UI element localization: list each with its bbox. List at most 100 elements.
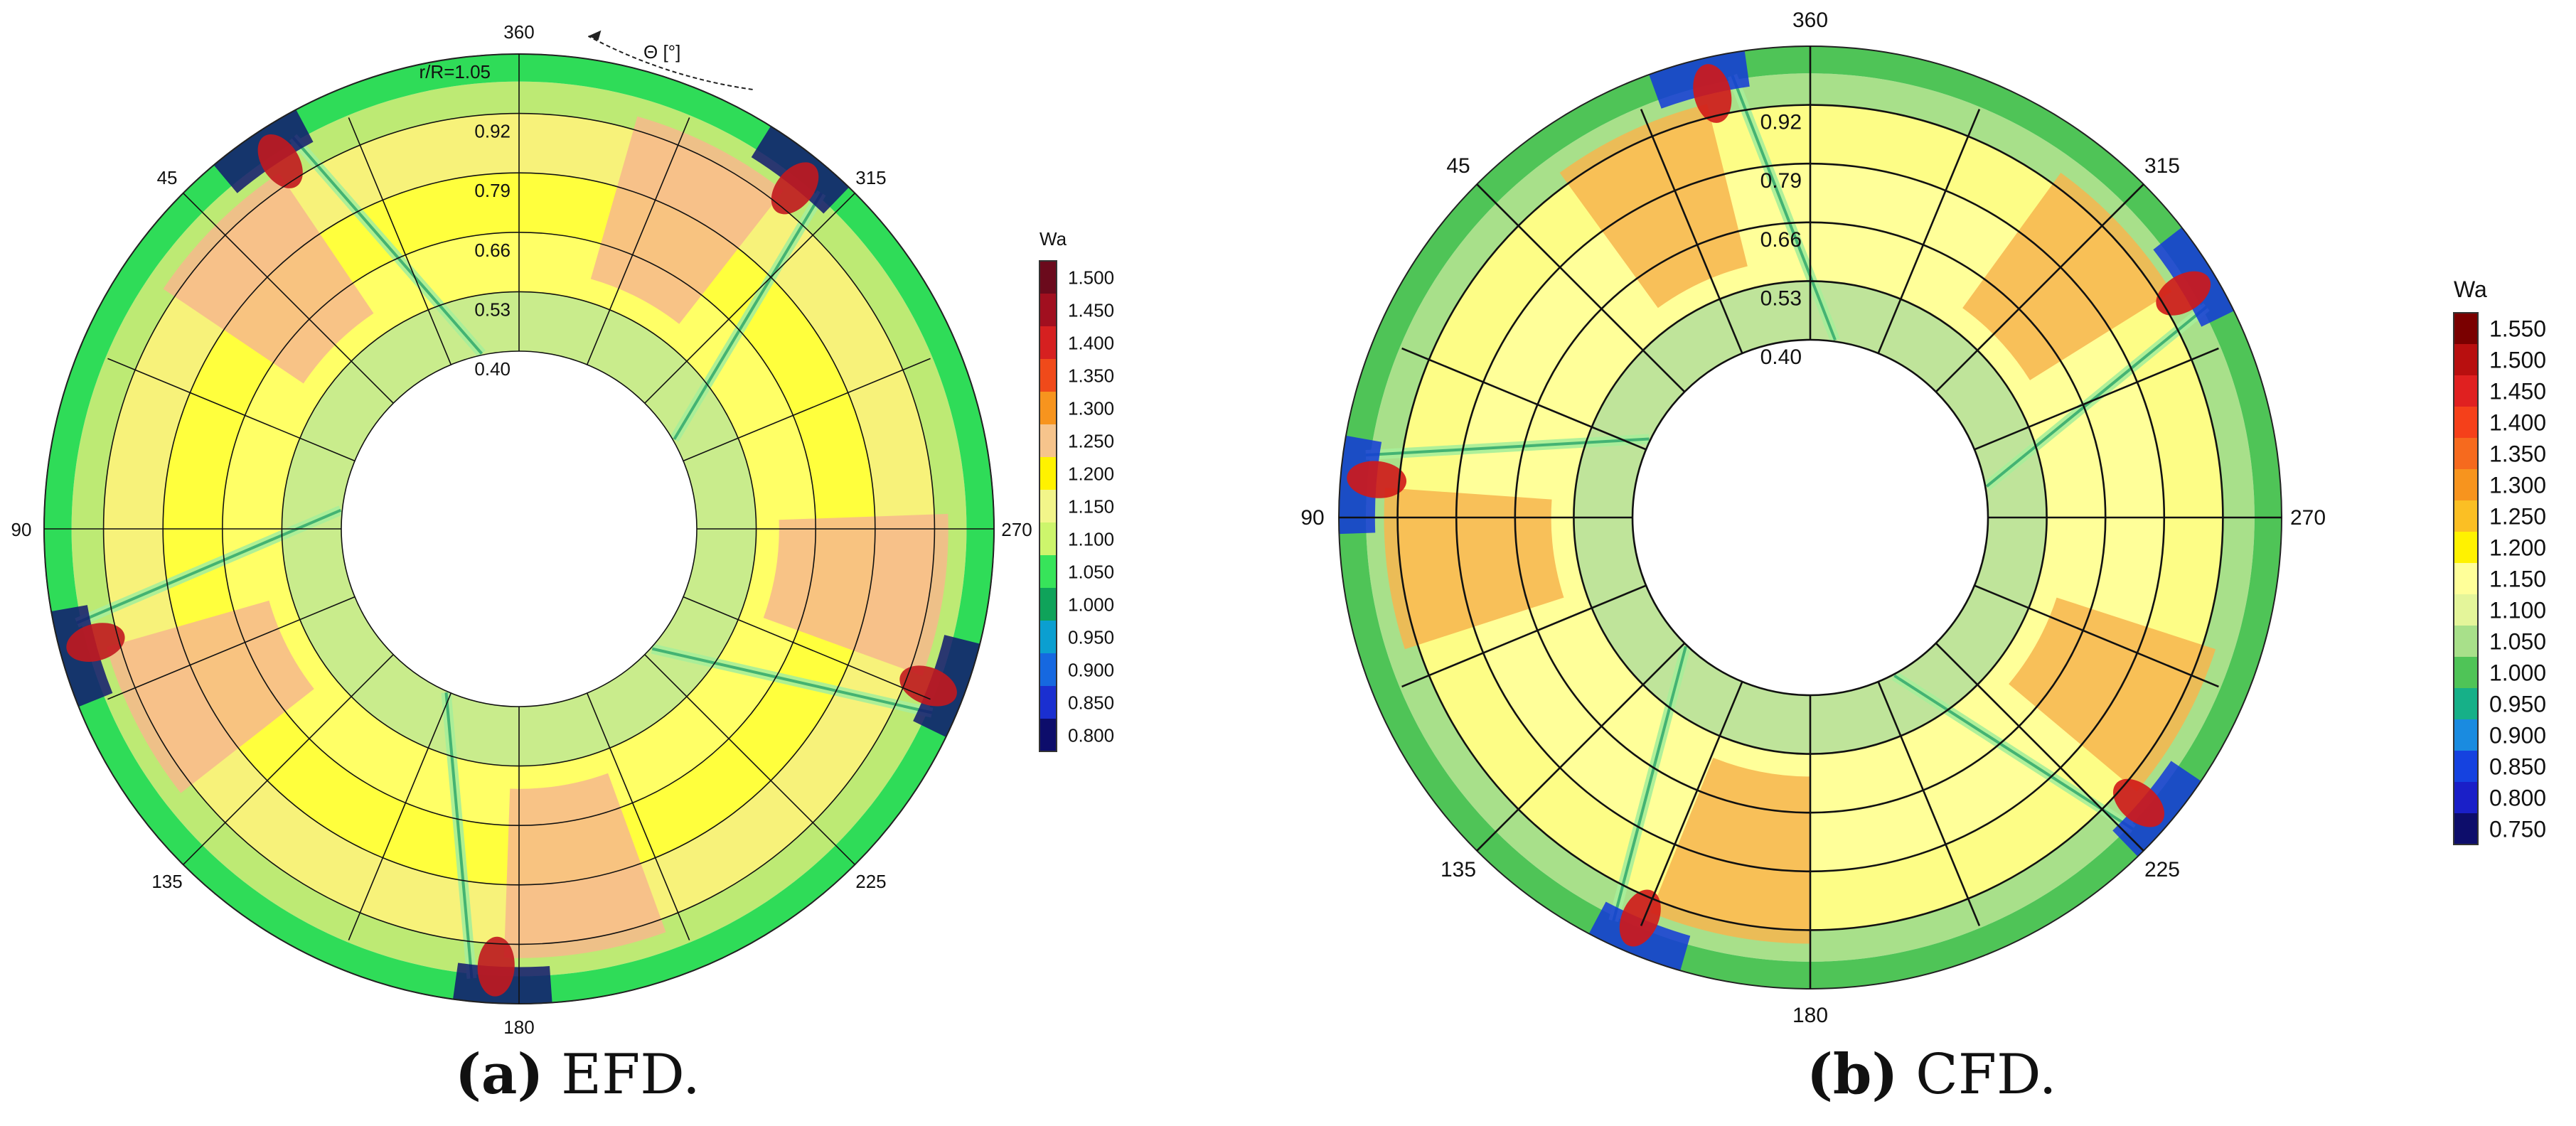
colorbar-label-1.150: 1.150: [2489, 567, 2546, 592]
blade-wake-core-0: [1731, 75, 1837, 341]
grid-spoke-2: [183, 193, 394, 404]
blade-wake-core-4: [1985, 306, 2208, 488]
grid-spoke-1: [348, 117, 452, 365]
grid-spoke-9: [586, 692, 690, 940]
theta-direction-arrow: [587, 35, 753, 90]
colorbar-swatch-1.450: [1040, 294, 1057, 326]
tip-high-spot-2: [477, 936, 515, 997]
colorbar-swatch-0.900: [1040, 653, 1057, 686]
tip-high-spot-3: [2113, 778, 2165, 827]
angle-tick-label-315: 315: [2144, 154, 2180, 178]
colorbar-swatch-1.000: [1040, 588, 1057, 621]
grid-spoke-6: [183, 654, 394, 865]
grid-spoke-5: [1401, 584, 1647, 688]
angle-tick-label-225: 225: [855, 871, 886, 892]
caption-text-a: EFD.: [543, 1043, 700, 1107]
colorbar-label-1.000: 1.000: [1068, 594, 1114, 615]
colorbar-label-0.900: 0.900: [1068, 659, 1114, 680]
colorbar-swatch-1.450: [2454, 375, 2478, 407]
grid-spoke-6: [1476, 642, 1686, 852]
colorbar-swatch-0.750: [2454, 813, 2478, 844]
colorbar-swatch-1.150: [2454, 563, 2478, 594]
colorbar-swatch-1.150: [1040, 490, 1057, 522]
colorbar-label-0.900: 0.900: [2489, 723, 2546, 749]
colorbar-label-0.800: 0.800: [1068, 724, 1114, 746]
colorbar-swatch-1.500: [2454, 344, 2478, 375]
angle-tick-label-270: 270: [1001, 519, 1032, 540]
colorbar-swatch-1.250: [1040, 424, 1057, 457]
efd-polar-contour-plot: 360 45 90 135 180 225 270 315 0.40 0.53 0.66 0.79 0.…: [11, 21, 1115, 1038]
colorbar-swatch-1.350: [2454, 438, 2478, 469]
colorbar-swatch-1.050: [1040, 555, 1057, 588]
colorbar-label-1.550: 1.550: [2489, 316, 2546, 342]
colorbar-swatch-1.500: [1040, 261, 1057, 294]
grid-spoke-14: [1935, 183, 2144, 393]
theta-arrow-head: [588, 30, 602, 41]
colorbar-swatch-1.400: [2454, 407, 2478, 438]
caption-cfd: (b) CFD.: [1807, 1042, 2057, 1107]
grid-spoke-7: [1640, 681, 1743, 926]
caption-text-b: CFD.: [1898, 1043, 2057, 1107]
colorbar-label-1.100: 1.100: [1068, 528, 1114, 549]
colorbar-title: Wa: [1040, 228, 1067, 250]
caption-letter-b: (b): [1807, 1042, 1898, 1107]
blade-wake-core-3: [651, 647, 933, 714]
blade-high-region-1: [1384, 488, 1564, 650]
hub-hole: [341, 351, 697, 707]
colorbar-label-1.400: 1.400: [2489, 410, 2546, 436]
colorbar-frame: [1039, 260, 1057, 752]
colorbar-swatch-1.100: [1040, 522, 1057, 555]
blade-high-region-4: [590, 116, 784, 324]
colorbar-label-0.950: 0.950: [2489, 692, 2546, 717]
colorbar-label-1.000: 1.000: [2489, 660, 2546, 686]
angle-tick-label-180: 180: [1792, 1004, 1828, 1027]
blade-wake-core-2: [444, 692, 474, 979]
blade-high-region-4: [1962, 173, 2172, 380]
blade-high-region-2: [503, 773, 666, 958]
colorbar-label-1.350: 1.350: [2489, 441, 2546, 467]
colorbar-swatch-1.100: [2454, 594, 2478, 626]
colorbar-swatch-1.200: [2454, 532, 2478, 563]
blade-high-region-2: [1650, 757, 1810, 944]
grid-spoke-10: [644, 654, 855, 865]
blade-high-region-3: [763, 513, 948, 676]
colorbar-label-0.750: 0.750: [2489, 817, 2546, 842]
colorbar-swatch-1.350: [1040, 359, 1057, 392]
grid-spoke-13: [1974, 347, 2219, 451]
colorbar-label-1.100: 1.100: [2489, 598, 2546, 623]
colorbar-frame: [2453, 312, 2479, 845]
grid-spoke-11: [683, 596, 931, 700]
colorbar-label-1.300: 1.300: [2489, 473, 2546, 498]
colorbar-swatch-1.200: [1040, 457, 1057, 490]
cfd-polar-contour-plot: 360 45 90 135 180 225 270 315 0.40 0.53 0.66 0.79 0.…: [1300, 9, 2546, 1027]
angle-tick-label-225: 225: [2144, 858, 2180, 881]
colorbar-swatch-0.850: [1040, 686, 1057, 719]
colorbar-label-0.950: 0.950: [1068, 626, 1114, 648]
radial-tick-label-0.53: 0.53: [474, 299, 511, 320]
colorbar-label-1.300: 1.300: [1068, 397, 1114, 419]
angle-tick-label-315: 315: [855, 167, 886, 188]
radial-tick-label-0.92: 0.92: [474, 121, 511, 142]
grid-spoke-7: [348, 692, 452, 940]
angle-tick-label-135: 135: [151, 871, 182, 892]
angle-tick-label-45: 45: [157, 167, 178, 188]
blade-wake-core-4: [673, 192, 823, 441]
colorbar-swatch-1.550: [2454, 313, 2478, 344]
angle-tick-label-360: 360: [1792, 9, 1828, 32]
colorbar-label-0.800: 0.800: [2489, 785, 2546, 811]
tip-high-spot-1: [1347, 461, 1407, 498]
blade-wake-core-2: [1612, 645, 1687, 921]
grid-spoke-13: [683, 358, 931, 462]
colorbar-swatch-0.800: [2454, 782, 2478, 813]
blade-high-region-3: [2009, 597, 2216, 792]
hub-hole: [1632, 340, 1988, 695]
colorbar-label-1.450: 1.450: [2489, 379, 2546, 404]
blade-high-region-1: [106, 600, 314, 793]
grid-spoke-9: [1877, 681, 1981, 926]
tip-high-spot-3: [899, 665, 957, 707]
grid-spoke-1: [1640, 109, 1743, 354]
colorbar-label-0.850: 0.850: [1068, 692, 1114, 713]
radial-tick-label-0.66: 0.66: [474, 240, 511, 261]
angle-tick-label-90: 90: [11, 519, 32, 540]
grid-spoke-15: [586, 117, 690, 365]
